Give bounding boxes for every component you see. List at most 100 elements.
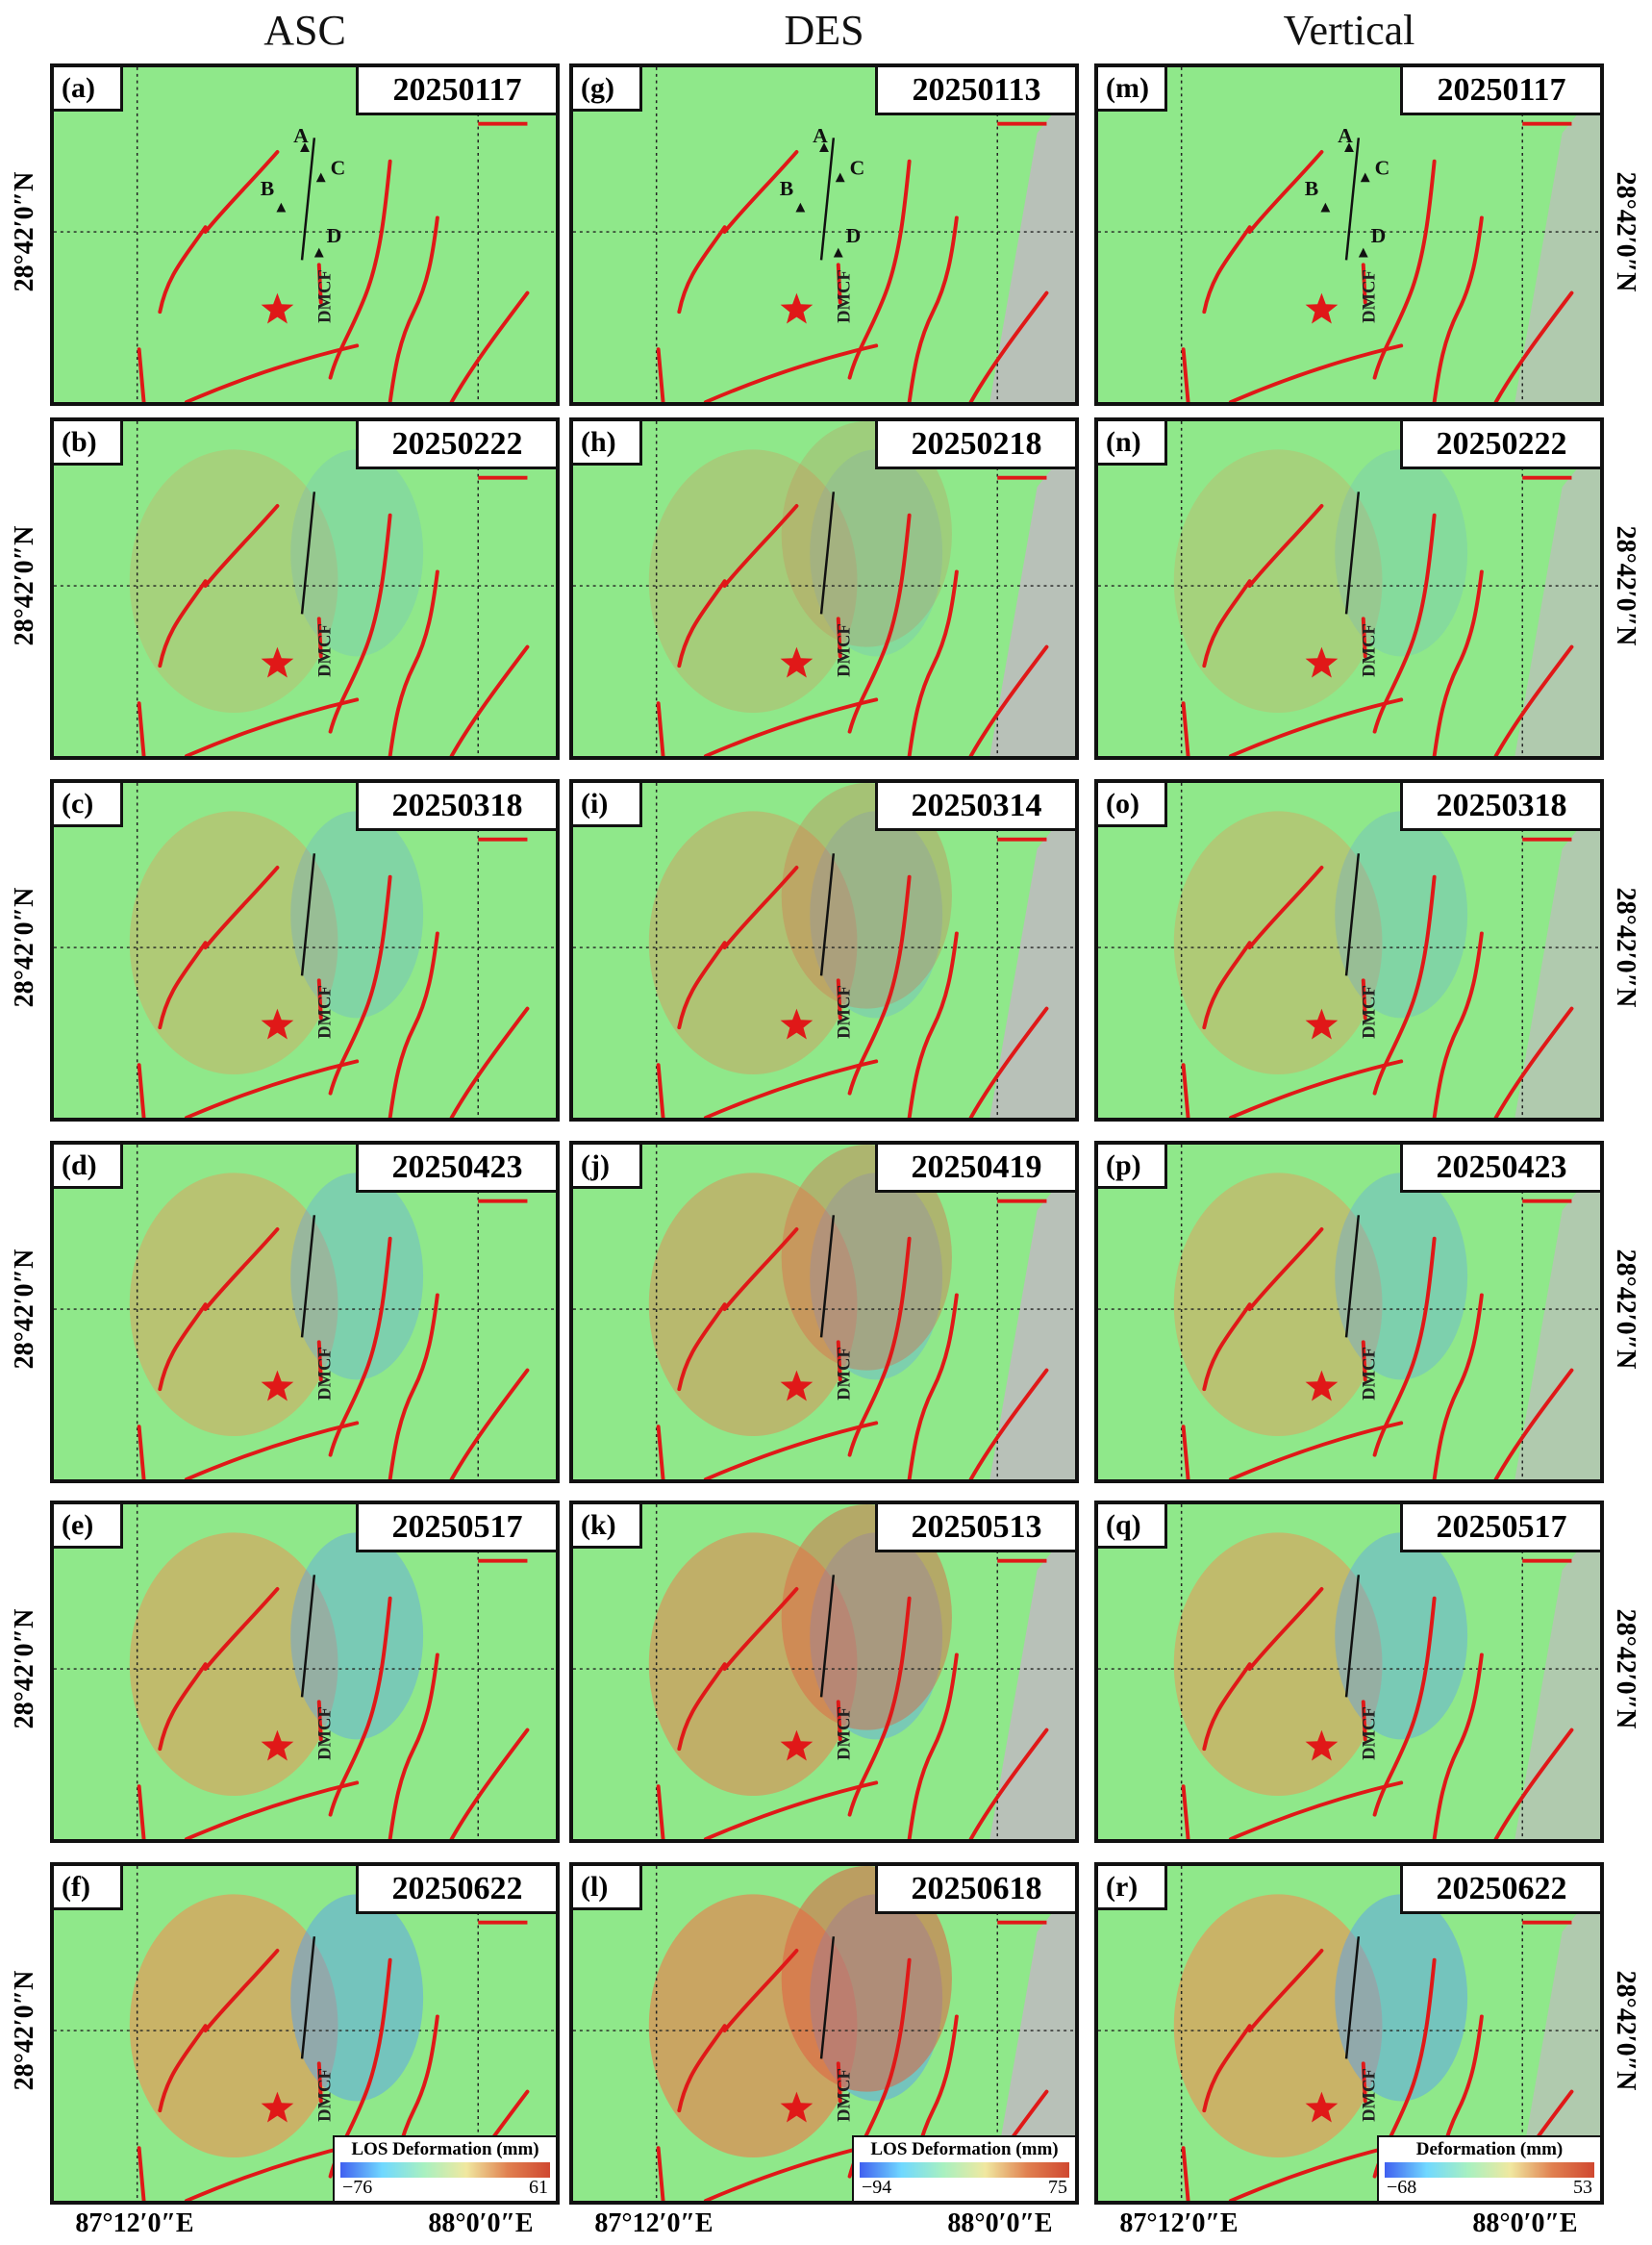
fault-line	[722, 1949, 799, 2033]
fault-line	[677, 1662, 727, 1752]
fault-line	[656, 1425, 665, 1479]
map-background: DMCF	[1098, 783, 1600, 1118]
subsidence-zone	[1335, 811, 1468, 1019]
panel-label: (o)	[1098, 783, 1167, 827]
uplift-zone	[129, 449, 338, 714]
colorbar-title: LOS Deformation (mm)	[870, 2139, 1059, 2159]
fault-label: DMCF	[835, 1706, 855, 1760]
fault-line	[137, 1425, 146, 1479]
fault-line	[203, 866, 280, 950]
fault-line	[449, 1368, 530, 1479]
lat-label-left: 28°42′0″N	[10, 1608, 39, 1729]
map-panel: DMCF A B C D (g) 20250113	[569, 63, 1079, 406]
epicenter-star-icon	[1305, 646, 1339, 678]
panel-label: (b)	[54, 421, 123, 466]
point-label: B	[1305, 177, 1318, 200]
fault-line	[907, 931, 959, 1118]
profile-line	[300, 1215, 316, 1338]
lat-label-right: 28°42′0″N	[1611, 887, 1640, 1008]
fault-line	[1202, 1302, 1252, 1392]
point-label: C	[1375, 157, 1390, 180]
fault-line	[1228, 343, 1404, 402]
panel-date: 20250622	[356, 1866, 556, 1914]
epicenter-star-icon	[261, 1729, 294, 1761]
fault-line	[907, 569, 959, 756]
fault-line	[137, 701, 146, 756]
fault-line	[907, 1293, 959, 1479]
fault-line	[203, 504, 280, 589]
profile-line	[819, 1936, 836, 2059]
fault-line	[203, 1227, 280, 1312]
point-label: D	[327, 224, 342, 247]
fault-line	[836, 2061, 842, 2104]
epicenter-star-icon	[1305, 1370, 1339, 1401]
map-panel: DMCF (n) 20250222	[1094, 417, 1604, 760]
fault-line	[722, 1587, 799, 1672]
epicenter-star-icon	[1305, 2091, 1339, 2123]
fault-line	[1361, 1700, 1367, 1742]
epicenter-star-icon	[780, 646, 813, 678]
colorbar-gradient	[340, 2162, 550, 2178]
fault-line	[203, 1587, 280, 1672]
subsidence-zone	[290, 811, 424, 1019]
epicenter-star-icon	[780, 2091, 813, 2123]
panel-label: (a)	[54, 67, 123, 112]
fault-line	[158, 2024, 208, 2113]
panel-label: (i)	[573, 783, 642, 827]
fault-line	[1432, 215, 1484, 402]
fault-line	[137, 2146, 146, 2201]
panel-date: 20250423	[1400, 1145, 1600, 1193]
fault-line	[1181, 1063, 1190, 1118]
fault-label: DMCF	[1360, 1347, 1380, 1400]
lat-label-left: 28°42′0″N	[10, 1970, 39, 2091]
panel-date: 20250622	[1400, 1866, 1600, 1914]
uplift-zone	[129, 811, 338, 1075]
map-background: DMCF	[573, 1145, 1075, 1479]
profile-line	[1344, 138, 1361, 261]
profile-line	[300, 138, 316, 261]
point-label: C	[850, 157, 865, 180]
panel-date: 20250113	[875, 67, 1075, 115]
epicenter-star-icon	[780, 1729, 813, 1761]
fault-line	[184, 1421, 360, 1479]
map-panel: DMCF (d) 20250423	[50, 1141, 560, 1483]
profile-line	[819, 138, 836, 261]
point-label: C	[331, 157, 346, 180]
fault-label: DMCF	[1360, 623, 1380, 677]
panel-label: (m)	[1098, 67, 1167, 112]
fault-label: DMCF	[1360, 1706, 1380, 1760]
profile-line	[1344, 1575, 1361, 1698]
fault-line	[158, 941, 208, 1030]
map-background: DMCF	[1098, 1145, 1600, 1479]
lat-label-left: 28°42′0″N	[10, 525, 39, 646]
panel-label: (q)	[1098, 1504, 1167, 1549]
fault-line	[722, 1227, 799, 1312]
fault-line	[703, 1780, 879, 1839]
panel-date: 20250419	[875, 1145, 1075, 1193]
fault-line	[836, 1700, 842, 1742]
profile-line	[819, 1575, 836, 1698]
map-panel: DMCF (p) 20250423	[1094, 1141, 1604, 1483]
hillshade-no-data	[1514, 86, 1600, 402]
fault-line	[1202, 225, 1252, 315]
fault-label: DMCF	[1360, 985, 1380, 1039]
subsidence-zone	[290, 449, 424, 657]
fault-line	[656, 1063, 665, 1118]
point-label: A	[293, 124, 309, 147]
subsidence-zone	[810, 1532, 943, 1740]
fault-line	[316, 1340, 323, 1382]
profile-line	[819, 1215, 836, 1338]
map-background: DMCF A B C D	[54, 67, 556, 402]
fault-line	[722, 150, 799, 235]
map-background: DMCF	[54, 1504, 556, 1839]
point-marker-icon	[300, 142, 310, 152]
map-panel: DMCF (b) 20250222	[50, 417, 560, 760]
fault-line	[1202, 1662, 1252, 1752]
fault-line	[388, 931, 439, 1118]
fault-line	[316, 2061, 323, 2104]
epicenter-star-icon	[261, 2091, 294, 2123]
fault-line	[1181, 1784, 1190, 1839]
fault-line	[907, 1652, 959, 1839]
colorbar: LOS Deformation (mm) −94 75	[852, 2135, 1075, 2201]
panel-date: 20250222	[1400, 421, 1600, 469]
